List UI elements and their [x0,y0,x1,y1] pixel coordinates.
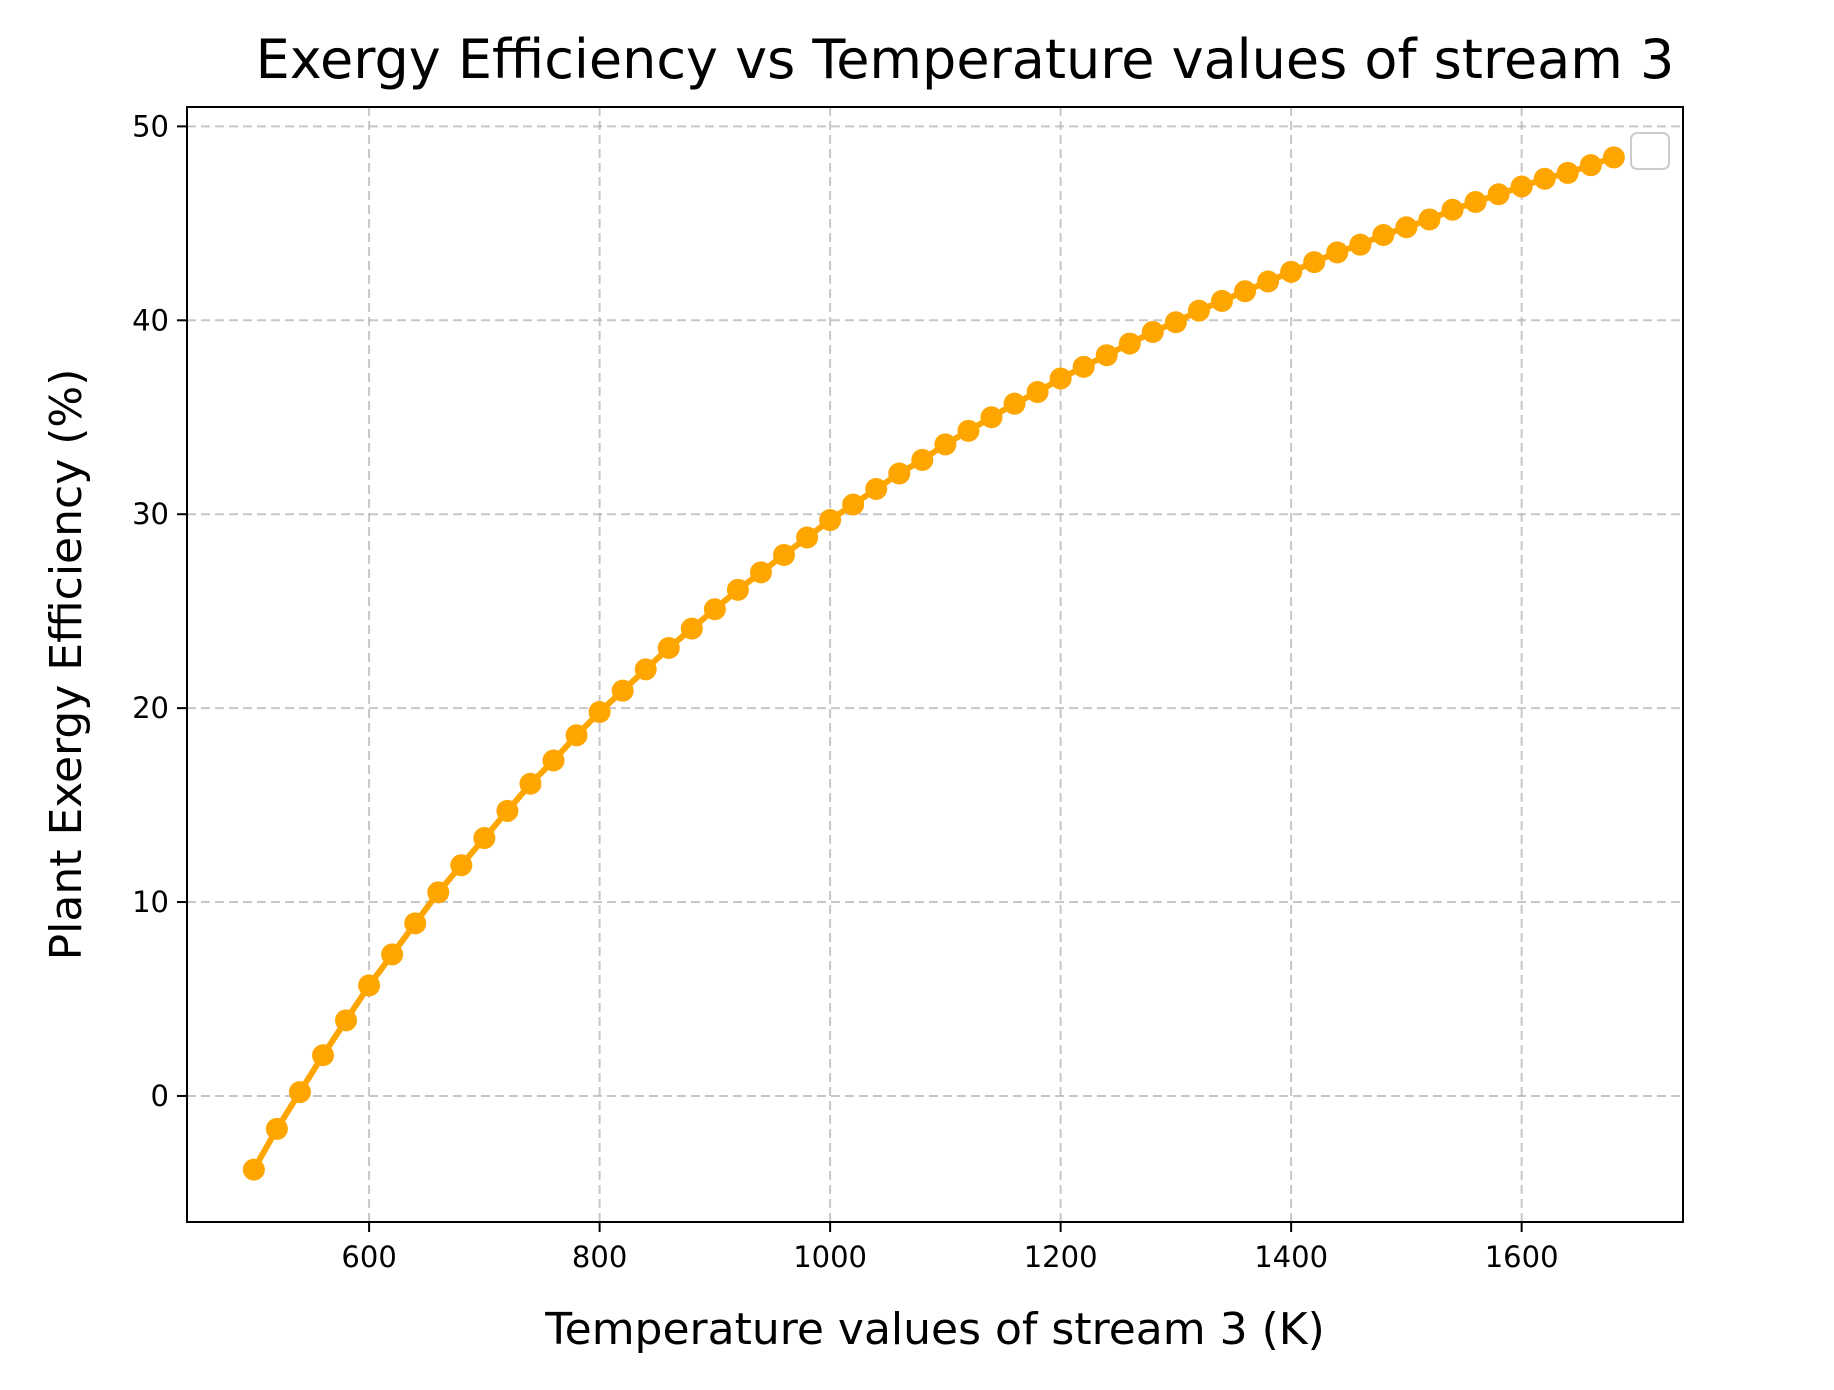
data-point [450,854,473,877]
data-point [565,724,588,747]
x-tick-label: 600 [341,1240,396,1274]
data-point [1487,183,1510,206]
data-point [1464,191,1487,214]
data-point [842,493,865,516]
data-point [1118,332,1141,355]
data-point [588,701,611,724]
data-point [1349,233,1372,256]
data-point [1533,167,1556,190]
data-point [819,509,842,532]
data-point [1556,161,1579,184]
data-point [312,1044,334,1067]
y-tick-label: 50 [132,109,169,143]
data-point [1441,198,1464,221]
y-tick-label: 40 [132,303,169,337]
data-point [611,679,634,702]
data-point [1026,381,1049,404]
data-point [404,912,427,935]
data-point [680,617,703,640]
data-point [1003,392,1026,415]
x-tick-label: 1400 [1254,1240,1328,1274]
y-tick-label: 10 [132,885,169,919]
x-tick-label: 1200 [1024,1240,1098,1274]
data-point [1510,175,1533,198]
data-point [519,772,542,795]
data-point [957,419,980,442]
data-point [865,478,888,501]
data-point [1280,260,1303,283]
axis-ticks: 600 800 1000 1200 1400 1600 0 10 20 30 40 50 [132,109,1558,1274]
data-point [1395,216,1418,239]
data-point [1234,280,1257,303]
data-point [980,406,1003,429]
data-point [911,448,934,471]
data-point [358,974,381,997]
data-point [1049,367,1072,390]
data-point [888,462,911,485]
legend-box [1630,132,1670,170]
data-point [703,598,726,621]
data-point [1164,311,1187,334]
data-point [1602,146,1625,169]
data-point [1579,154,1602,177]
data-point [473,827,496,850]
data-point [542,749,565,772]
y-axis-label: Plant Exergy Efficiency (%) [41,369,92,961]
data-point [1372,223,1395,246]
data-point [749,561,772,584]
y-tick-label: 30 [132,497,169,531]
data-point [335,1009,358,1032]
data-point [427,881,450,904]
data-point [1095,344,1118,367]
data-point [934,433,957,456]
chart-title: Exergy Efficiency vs Temperature values … [256,28,1675,91]
plot-area-frame [186,106,1684,1223]
data-point [381,943,404,966]
data-point [1257,270,1280,293]
x-axis-label: Temperature values of stream 3 (K) [544,1304,1325,1355]
data-point [1187,299,1210,322]
y-tick-label: 0 [151,1079,169,1113]
data-point [1326,241,1349,264]
x-tick-label: 800 [572,1240,627,1274]
data-point [1210,289,1233,312]
data-point [726,578,749,601]
data-point [1418,208,1441,231]
x-tick-label: 1000 [793,1240,867,1274]
x-tick-label: 1600 [1485,1240,1559,1274]
data-point [1072,355,1095,378]
data-point [657,637,680,660]
data-point [496,799,519,822]
data-point [1141,320,1164,343]
data-point [773,543,796,566]
grid-lines [187,107,1683,1222]
data-point [242,1158,265,1181]
data-point [1303,251,1326,274]
data-point [634,658,657,681]
data-point [265,1117,288,1140]
data-point [796,526,819,549]
y-tick-label: 20 [132,691,169,725]
data-series [242,146,1625,1181]
data-point [288,1081,311,1104]
